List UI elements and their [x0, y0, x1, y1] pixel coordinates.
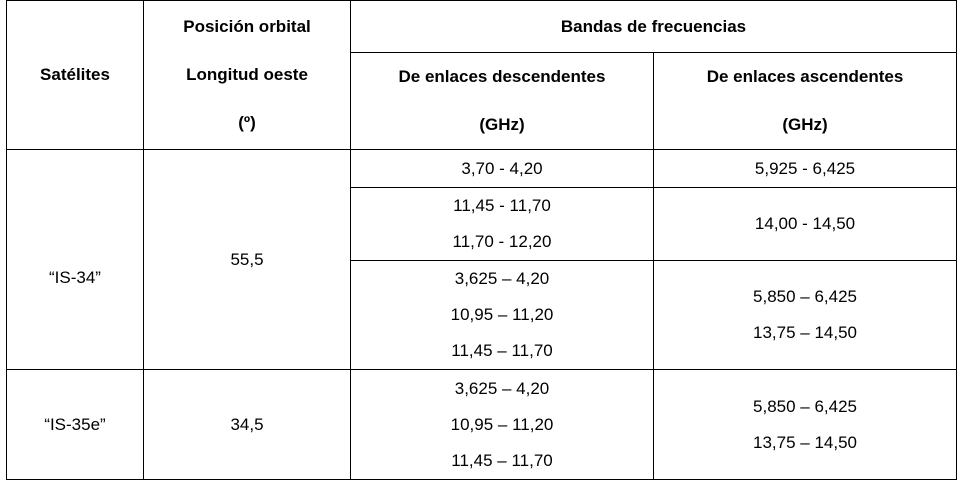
header-uplink-line: De enlaces ascendentes: [706, 67, 904, 86]
header-orbital-position-line: Posición orbital: [183, 17, 311, 36]
table-row: 3,625 – 4,20 10,95 – 11,20 11,45 – 11,70…: [7, 260, 958, 370]
downlink-cell: 11,45 - 11,70 11,70 - 12,20: [350, 187, 654, 261]
header-uplink-line: (GHz): [782, 115, 828, 134]
header-downlink-line: (GHz): [479, 115, 525, 134]
table-row: “IS-34” 55,5 3,70 - 4,20 5,925 - 6,425: [6, 149, 958, 370]
uplink-cell: 5,850 – 6,425 13,75 – 14,50: [652, 260, 958, 370]
frequency-bands-table: Satélites Posición orbital Longitud oest…: [6, 0, 958, 480]
header-orbital-position-line: Longitud oeste: [186, 65, 308, 84]
orbital-position-cell: 34,5: [143, 369, 351, 480]
table-row: 11,45 - 11,70 11,70 - 12,20 14,00 - 14,5…: [7, 187, 958, 261]
orbital-position-cell: 55,5: [143, 149, 351, 370]
uplink-cell: 5,850 – 6,425 13,75 – 14,50: [652, 369, 958, 480]
header-row-1: Satélites Posición orbital Longitud oest…: [6, 0, 958, 150]
header-downlink: De enlaces descendentes (GHz): [350, 52, 654, 150]
header-satellites: Satélites: [6, 0, 144, 150]
satellite-name-cell: “IS-35e”: [6, 369, 144, 480]
header-frequency-bands: Bandas de frecuencias: [349, 0, 958, 53]
header-orbital-position: Posición orbital Longitud oeste (º): [143, 0, 351, 150]
downlink-cell: 3,625 – 4,20 10,95 – 11,20 11,45 – 11,70: [350, 369, 654, 480]
header-row-2: De enlaces descendentes (GHz) De enlaces…: [7, 52, 958, 150]
downlink-cell: 3,625 – 4,20 10,95 – 11,20 11,45 – 11,70: [350, 260, 654, 370]
table-row: “IS-35e” 34,5 3,625 – 4,20 10,95 – 11,20…: [6, 369, 958, 480]
uplink-cell: 5,925 - 6,425: [652, 149, 958, 188]
uplink-cell: 14,00 - 14,50: [652, 187, 958, 261]
header-orbital-position-line: (º): [238, 113, 256, 132]
satellite-name-cell: “IS-34”: [6, 149, 144, 370]
downlink-cell: 3,70 - 4,20: [350, 149, 654, 188]
header-uplink: De enlaces ascendentes (GHz): [652, 52, 958, 150]
header-downlink-line: De enlaces descendentes: [398, 67, 606, 86]
